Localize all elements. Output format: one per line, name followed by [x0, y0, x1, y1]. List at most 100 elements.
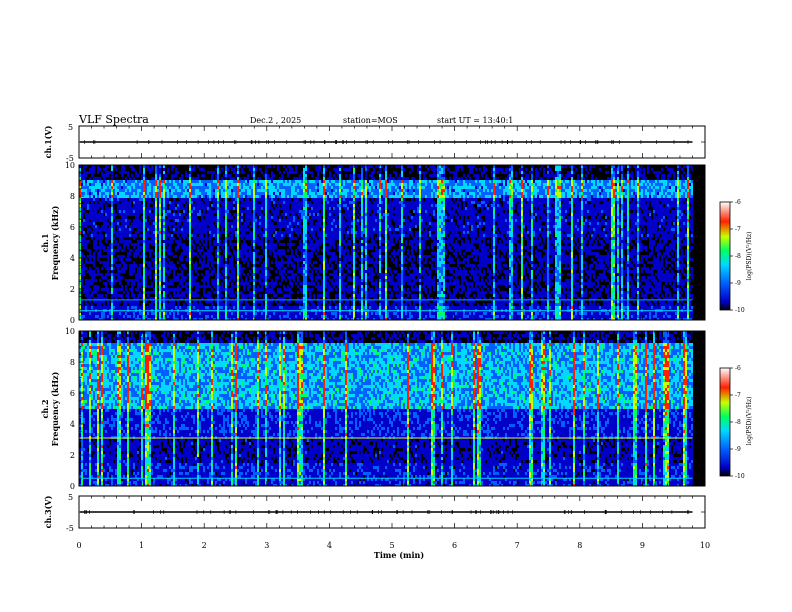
- ch1-spectrogram-cell: [219, 183, 221, 186]
- ch1-spectrogram-cell: [171, 297, 173, 300]
- ch1-spectrogram-cell: [135, 300, 137, 303]
- ch1-spectrogram-cell: [155, 168, 157, 171]
- ch1-spectrogram-cell: [149, 255, 151, 258]
- ch1-spectrogram-cell: [187, 294, 189, 297]
- ch1-spectrogram-cell: [217, 306, 219, 309]
- ch1-spectrogram-cell: [129, 204, 131, 207]
- ch1-spectrogram-cell: [127, 300, 129, 303]
- ch1-spectrogram-cell: [323, 261, 325, 264]
- ch1-spectrogram-cell: [99, 204, 101, 207]
- ch1-spectrogram-cell: [163, 231, 165, 234]
- ch1-spectrogram-cell: [259, 177, 261, 180]
- ch1-spectrogram-cell: [325, 246, 327, 249]
- ch1-spectrogram-cell: [203, 288, 205, 291]
- ch1-spectrogram-cell: [255, 249, 257, 252]
- ch1-spectrogram-cell: [327, 210, 329, 213]
- ch1-spectrogram-cell: [151, 180, 153, 183]
- ch1-spectrogram-cell: [179, 255, 181, 258]
- ch1-spectrogram-cell: [293, 201, 295, 204]
- ch1-spectrogram-cell: [81, 258, 83, 261]
- ch1-spectrogram-cell: [283, 225, 285, 228]
- ch1-spectrogram-cell: [281, 180, 283, 183]
- ch1-spectrogram-cell: [327, 222, 329, 225]
- ch1-spectrogram-cell: [223, 279, 225, 282]
- ch1-spectrogram-cell: [157, 177, 159, 180]
- ch1-spectrogram-cell: [305, 210, 307, 213]
- ch1-spectrogram-cell: [329, 192, 331, 195]
- ch1-spectrogram-cell: [221, 177, 223, 180]
- ch1-spectrogram-cell: [201, 225, 203, 228]
- ch1-spectrogram-cell: [87, 213, 89, 216]
- ch1-spectrogram-cell: [267, 246, 269, 249]
- ch1-spectrogram-cell: [215, 252, 217, 255]
- ch1-spectrogram-cell: [305, 201, 307, 204]
- ch1-spectrogram-cell: [97, 216, 99, 219]
- ch1-spectrogram-cell: [167, 264, 169, 267]
- ch1-spectrogram-cell: [297, 258, 299, 261]
- ch1-spectrogram-cell: [201, 306, 203, 309]
- ch1-spectrogram-cell: [279, 264, 281, 267]
- ch1-spectrogram-cell: [229, 222, 231, 225]
- ch1-spectrogram-cell: [109, 192, 111, 195]
- ch1-spectrogram-cell: [267, 273, 269, 276]
- ch1-spectrogram-cell: [151, 300, 153, 303]
- ch1-spectrogram-cell: [251, 315, 253, 318]
- ch1-spectrogram-cell: [313, 303, 315, 306]
- ch1-spectrogram-cell: [87, 297, 89, 300]
- ch1-spectrogram-cell: [315, 237, 317, 240]
- ch1-spectrogram-cell: [79, 198, 81, 201]
- ch1-spectrogram-cell: [299, 225, 301, 228]
- ch1-spectrogram-cell: [315, 306, 317, 309]
- ch1-spectrogram-cell: [183, 186, 185, 189]
- ch1-spectrogram-cell: [125, 198, 127, 201]
- ch1-spectrogram-cell: [189, 177, 191, 180]
- ch1-spectrogram-cell: [283, 192, 285, 195]
- ch1-spectrogram-cell: [159, 264, 161, 267]
- ch1-spectrogram-cell: [145, 183, 147, 186]
- ch1-spectrogram-cell: [257, 183, 259, 186]
- ch1-spectrogram-cell: [93, 213, 95, 216]
- ch1-spectrogram-cell: [197, 177, 199, 180]
- ch1-spectrogram-cell: [287, 318, 289, 320]
- ch1-spectrogram-cell: [165, 300, 167, 303]
- ch1-spectrogram-cell: [173, 231, 175, 234]
- ch1-spectrogram-cell: [263, 210, 265, 213]
- ch1-spectrogram-cell: [151, 312, 153, 315]
- ch1-spectrogram-cell: [289, 246, 291, 249]
- ch1-spectrogram-cell: [305, 300, 307, 303]
- ch1-spectrogram-cell: [87, 183, 89, 186]
- ch1-spectrogram-cell: [289, 228, 291, 231]
- ch1-spectrogram-cell: [183, 276, 185, 279]
- ch1-spectrogram-cell: [231, 237, 233, 240]
- ch1-spectrogram-cell: [243, 234, 245, 237]
- ch1-spectrogram-cell: [91, 279, 93, 282]
- ch1-spectrogram-cell: [199, 318, 201, 320]
- ch1-spectrogram-cell: [247, 228, 249, 231]
- ch1-spectrogram-cell: [185, 204, 187, 207]
- ch1-spectrogram-cell: [289, 201, 291, 204]
- ch1-spectrogram-cell: [121, 234, 123, 237]
- ch1-spectrogram-cell: [159, 246, 161, 249]
- ch1-spectrogram-cell: [195, 267, 197, 270]
- ch1-spectrogram-cell: [307, 255, 309, 258]
- ch1-spectrogram-cell: [163, 204, 165, 207]
- ch1-spectrogram-cell: [79, 201, 81, 204]
- ch1-spectrogram-cell: [283, 180, 285, 183]
- ch1-spectrogram-cell: [115, 213, 117, 216]
- ch1-spectrogram-cell: [101, 312, 103, 315]
- ch1-spectrogram-cell: [267, 291, 269, 294]
- ch1-spectrogram-cell: [201, 186, 203, 189]
- ch1-spectrogram-cell: [99, 189, 101, 192]
- ch1-spectrogram-cell: [211, 177, 213, 180]
- ch1-spectrogram-cell: [305, 246, 307, 249]
- ch1-spectrogram-cell: [79, 270, 81, 273]
- ch1-spectrogram-cell: [199, 195, 201, 198]
- ch1-spectrogram-cell: [189, 300, 191, 303]
- ch1-spectrogram-cell: [181, 252, 183, 255]
- ch1-spectrogram-cell: [319, 198, 321, 201]
- ch1-spectrogram-cell: [321, 231, 323, 234]
- ch1-spectrogram-cell: [111, 171, 113, 174]
- ch1-spectrogram-cell: [169, 189, 171, 192]
- ch1-spectrogram-cell: [165, 183, 167, 186]
- ch1-spectrogram-cell: [235, 234, 237, 237]
